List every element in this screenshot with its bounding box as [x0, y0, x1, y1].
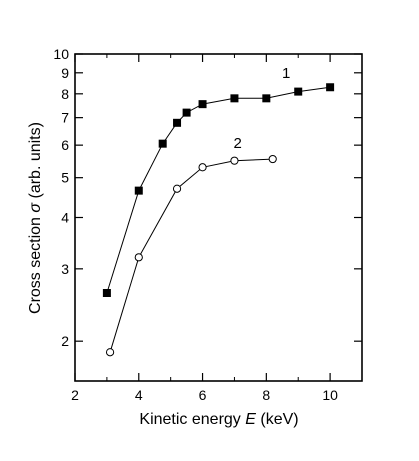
- x-axis-title: Kinetic energy E (keV): [139, 411, 298, 428]
- x-axis-title-prefix: Kinetic energy: [139, 411, 245, 428]
- series-1-point-6: [230, 94, 239, 103]
- x-tick-label-2: 2: [71, 387, 79, 403]
- series-1-point-8: [294, 87, 303, 96]
- y-axis-title-prefix: Cross section: [27, 213, 44, 314]
- y-tick-label-8: 8: [61, 86, 69, 102]
- series-2-point-2: [172, 184, 182, 193]
- ticks-layer: 2 4 6 8 10 2 3 4 5 6 7 8 9 10: [53, 46, 362, 403]
- series-1-point-2: [158, 139, 167, 148]
- series-2-point-4: [230, 156, 239, 165]
- series-1: 1: [102, 65, 335, 298]
- series-1-point-0: [102, 289, 111, 298]
- y-tick-label-6: 6: [61, 137, 69, 153]
- series-1-point-7: [262, 94, 271, 103]
- series-1-point-1: [134, 186, 143, 195]
- x-axis-title-symbol: E: [245, 411, 256, 428]
- y-tick-label-4: 4: [61, 210, 69, 226]
- y-tick-label-7: 7: [61, 110, 69, 126]
- y-tick-label-5: 5: [61, 170, 69, 186]
- series-1-point-4: [182, 108, 191, 117]
- series-2-point-1: [134, 253, 143, 262]
- x-tick-label-4: 4: [135, 387, 143, 403]
- plot-frame: [74, 53, 363, 382]
- y-tick-label-9: 9: [61, 65, 69, 81]
- y-axis-title: Cross section σ (arb. units): [27, 122, 44, 314]
- x-tick-label-6: 6: [199, 387, 207, 403]
- y-axis-title-suffix: (arb. units): [27, 122, 44, 203]
- plot-frame-group: [74, 53, 363, 382]
- y-axis-title-symbol: σ: [27, 202, 44, 213]
- y-tick-label-2: 2: [61, 333, 69, 349]
- x-tick-label-8: 8: [262, 387, 270, 403]
- y-tick-label-3: 3: [61, 261, 69, 277]
- y-tick-label-10: 10: [53, 46, 69, 62]
- series-2-point-0: [105, 348, 115, 357]
- series-label-2: 2: [234, 135, 242, 152]
- series-2: 2: [105, 135, 277, 357]
- series-1-point-9: [326, 83, 335, 92]
- series-layer: 12: [102, 65, 335, 357]
- series-1-point-3: [173, 118, 182, 127]
- x-axis-title-suffix: (keV): [256, 411, 299, 428]
- series-1-line: [106, 86, 331, 294]
- series-2-point-5: [268, 154, 277, 164]
- x-tick-label-10: 10: [322, 387, 338, 403]
- series-2-line: [109, 158, 273, 353]
- series-label-1: 1: [282, 65, 290, 82]
- series-2-point-3: [198, 163, 207, 172]
- series-1-point-5: [198, 100, 207, 109]
